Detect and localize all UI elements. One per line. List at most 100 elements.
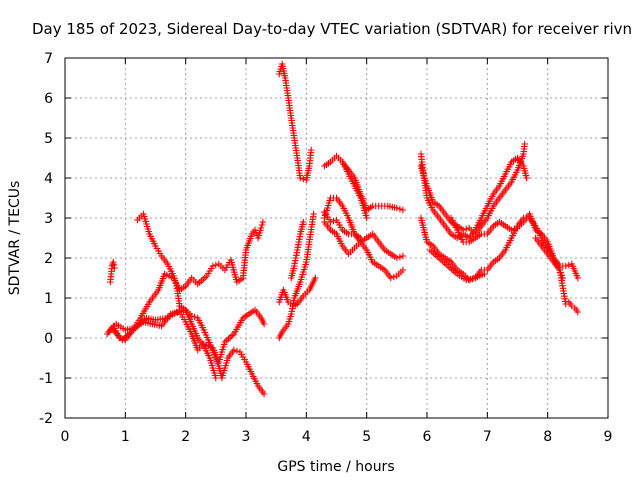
x-tick-label: 7: [483, 429, 492, 445]
data-point: [498, 257, 500, 259]
data-point: [522, 153, 525, 155]
data-point: [230, 259, 232, 261]
data-point: [251, 373, 253, 375]
data-point: [347, 217, 350, 219]
data-point: [541, 245, 543, 247]
data-point: [577, 311, 579, 313]
data-point: [191, 277, 193, 279]
data-point: [498, 185, 500, 187]
axis-ticks: [64, 57, 609, 419]
data-point: [468, 237, 470, 239]
data-point: [242, 317, 244, 319]
data-point: [447, 265, 449, 267]
series-s9: [287, 218, 307, 282]
series-marks: [321, 152, 407, 214]
data-point: [106, 333, 108, 335]
data-point: [462, 229, 464, 231]
series-marks: [134, 210, 220, 382]
data-point: [148, 233, 151, 235]
y-axis-label: SDTVAR / TECUs: [7, 181, 23, 296]
data-point: [224, 269, 226, 271]
data-point: [378, 241, 380, 243]
y-tick-label: 7: [44, 51, 53, 67]
data-point: [525, 177, 528, 179]
data-point: [498, 197, 500, 199]
data-point: [378, 265, 380, 267]
data-point: [456, 273, 458, 275]
series-s14: [339, 158, 370, 222]
data-point: [185, 309, 187, 311]
data-point: [218, 365, 220, 367]
data-point: [242, 277, 244, 279]
data-point: [524, 143, 526, 145]
data-point: [329, 161, 332, 163]
series-marks: [275, 210, 317, 342]
x-tick-label: 4: [302, 429, 311, 445]
x-tick-label: 8: [543, 429, 552, 445]
series-s18: [426, 246, 488, 284]
x-tick-label: 2: [181, 429, 190, 445]
data-point: [169, 313, 172, 315]
chart-title: Day 185 of 2023, Sidereal Day-to-day VTE…: [32, 20, 632, 38]
data-point: [480, 225, 482, 227]
data-point: [426, 185, 428, 187]
y-tick-label: 4: [44, 171, 53, 187]
y-tick-label: -1: [39, 371, 53, 387]
data-point: [287, 301, 289, 303]
data-point: [293, 137, 295, 139]
data-point: [535, 229, 537, 231]
data-point: [142, 321, 145, 323]
data-point: [203, 345, 205, 347]
data-point: [290, 313, 292, 315]
data-point: [360, 237, 362, 239]
data-point: [224, 341, 226, 343]
series-s16: [417, 140, 528, 238]
data-point: [191, 333, 193, 335]
data-point: [133, 327, 135, 329]
data-point: [145, 317, 148, 319]
data-point: [112, 261, 114, 263]
data-point: [115, 323, 117, 325]
data-point: [257, 385, 259, 387]
data-point: [522, 165, 525, 167]
data-point: [278, 73, 280, 75]
data-point: [176, 285, 178, 287]
data-point: [281, 63, 283, 65]
series-s10: [321, 152, 407, 214]
x-tick-label: 6: [423, 429, 432, 445]
data-point: [528, 213, 531, 215]
y-tick-label: 6: [44, 91, 53, 107]
data-point: [281, 331, 283, 333]
data-point: [335, 197, 338, 199]
data-point: [565, 265, 567, 267]
data-point: [420, 217, 422, 219]
data-point: [121, 339, 123, 341]
series-s20: [532, 234, 582, 316]
data-point: [432, 245, 434, 247]
data-point: [432, 201, 434, 203]
data-point: [444, 225, 446, 227]
data-point: [157, 289, 160, 291]
data-point: [366, 249, 368, 251]
data-point: [296, 249, 298, 251]
y-tick-label: 5: [44, 131, 53, 147]
data-point: [396, 257, 398, 259]
series-marks: [321, 218, 407, 282]
data-point: [547, 253, 549, 255]
data-point: [191, 315, 193, 317]
data-point: [323, 165, 326, 167]
x-tick-label: 9: [604, 429, 613, 445]
data-point: [420, 165, 422, 167]
data-point: [292, 305, 294, 307]
data-point: [504, 189, 507, 191]
data-point: [372, 233, 374, 235]
data-point: [245, 361, 247, 363]
data-point: [341, 245, 344, 247]
data-point: [323, 221, 326, 223]
data-point: [574, 307, 576, 309]
data-point: [206, 275, 208, 277]
series-marks: [417, 140, 528, 238]
data-point: [197, 317, 199, 319]
data-point: [191, 323, 193, 325]
data-point: [290, 277, 292, 279]
